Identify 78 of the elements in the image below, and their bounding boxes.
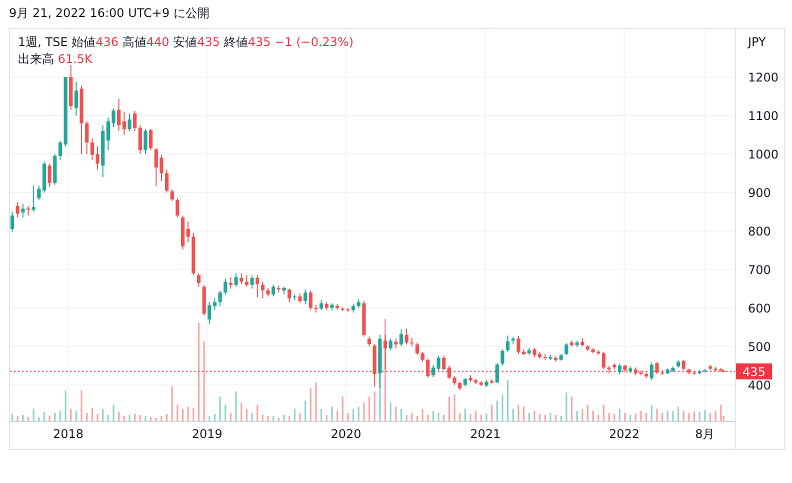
candlestick [16, 202, 20, 218]
candlestick [48, 163, 52, 188]
candlestick [404, 328, 408, 345]
candlestick [256, 274, 260, 298]
y-tick-label: 800 [748, 224, 771, 238]
candlestick [288, 288, 292, 303]
x-tick-label: 2021 [470, 427, 501, 441]
candlestick [165, 168, 169, 193]
candlestick [415, 342, 420, 356]
candlestick [117, 98, 121, 132]
y-tick-label: 700 [748, 262, 771, 277]
chart-title: 9月 21, 2022 16:00 UTC+9 に公開 [9, 6, 210, 20]
candlestick [32, 185, 36, 212]
y-tick-label: 400 [748, 378, 771, 392]
candlestick [218, 290, 222, 306]
candlestick [272, 284, 276, 297]
candlestick [655, 361, 659, 375]
text: 1週, TSE 始値436 高値440 安値435 終値435 −1 (−0.23%) [18, 35, 354, 49]
candlestick [420, 352, 424, 362]
x-tick-label: 2018 [52, 427, 84, 441]
candlestick [228, 276, 233, 290]
candlestick [367, 336, 372, 347]
candlestick [186, 220, 190, 244]
candlestick [442, 355, 446, 371]
candlestick [500, 348, 504, 366]
candlestick [144, 128, 148, 155]
candlestick [10, 211, 14, 232]
candlestick [320, 300, 324, 310]
y-tick-label: 1000 [748, 148, 779, 162]
candlestick [21, 204, 25, 218]
y-tick-label: 1200 [748, 70, 779, 85]
candlestick [133, 110, 137, 132]
candlestick [388, 338, 392, 351]
candlestick [138, 124, 142, 155]
candlestick [260, 281, 265, 299]
y-tick-label: 1100 [748, 109, 779, 124]
candlestick [149, 128, 153, 151]
y-tick-label: 500 [748, 340, 771, 354]
candlestick [58, 140, 62, 160]
candlestick [308, 290, 312, 310]
candlestick [298, 292, 302, 304]
y-tick-label: 900 [748, 186, 771, 200]
candlestick [85, 120, 89, 155]
candlestick [399, 328, 404, 347]
candlestick [304, 288, 308, 305]
candlestick [244, 274, 249, 288]
candlestick [224, 278, 228, 295]
candlestick [26, 205, 30, 216]
candlestick [170, 188, 174, 202]
annotation: 出来高 61.5K [18, 52, 94, 66]
candlestick [650, 362, 654, 381]
ref-line-label: 435 [742, 364, 766, 379]
candlestick [208, 302, 212, 324]
candlestick [250, 274, 254, 290]
candlestick [618, 363, 622, 375]
candlestick [234, 272, 238, 288]
y-tick-label: 600 [748, 301, 771, 316]
x-tick-label: 8月 [695, 427, 715, 441]
candlestick [128, 113, 132, 132]
candlestick [196, 272, 201, 288]
candlestick [426, 358, 430, 378]
x-tick-label: 2020 [330, 427, 362, 441]
candlestick [122, 111, 126, 136]
x-tick-label: 2019 [192, 427, 222, 441]
candlestick [447, 365, 451, 380]
x-tick-label: 2022 [608, 427, 640, 441]
candlestick [394, 338, 398, 349]
y-axis-title: JPY [747, 35, 767, 49]
candlestick [37, 185, 41, 201]
candlestick [564, 342, 568, 356]
candlestick [682, 359, 686, 371]
candlestick [602, 351, 606, 370]
candlestick [176, 198, 180, 218]
candlestick [495, 362, 499, 384]
candlestick [212, 298, 217, 310]
candlestick [74, 82, 78, 116]
candlestick [516, 335, 520, 355]
candlestick [506, 335, 510, 353]
